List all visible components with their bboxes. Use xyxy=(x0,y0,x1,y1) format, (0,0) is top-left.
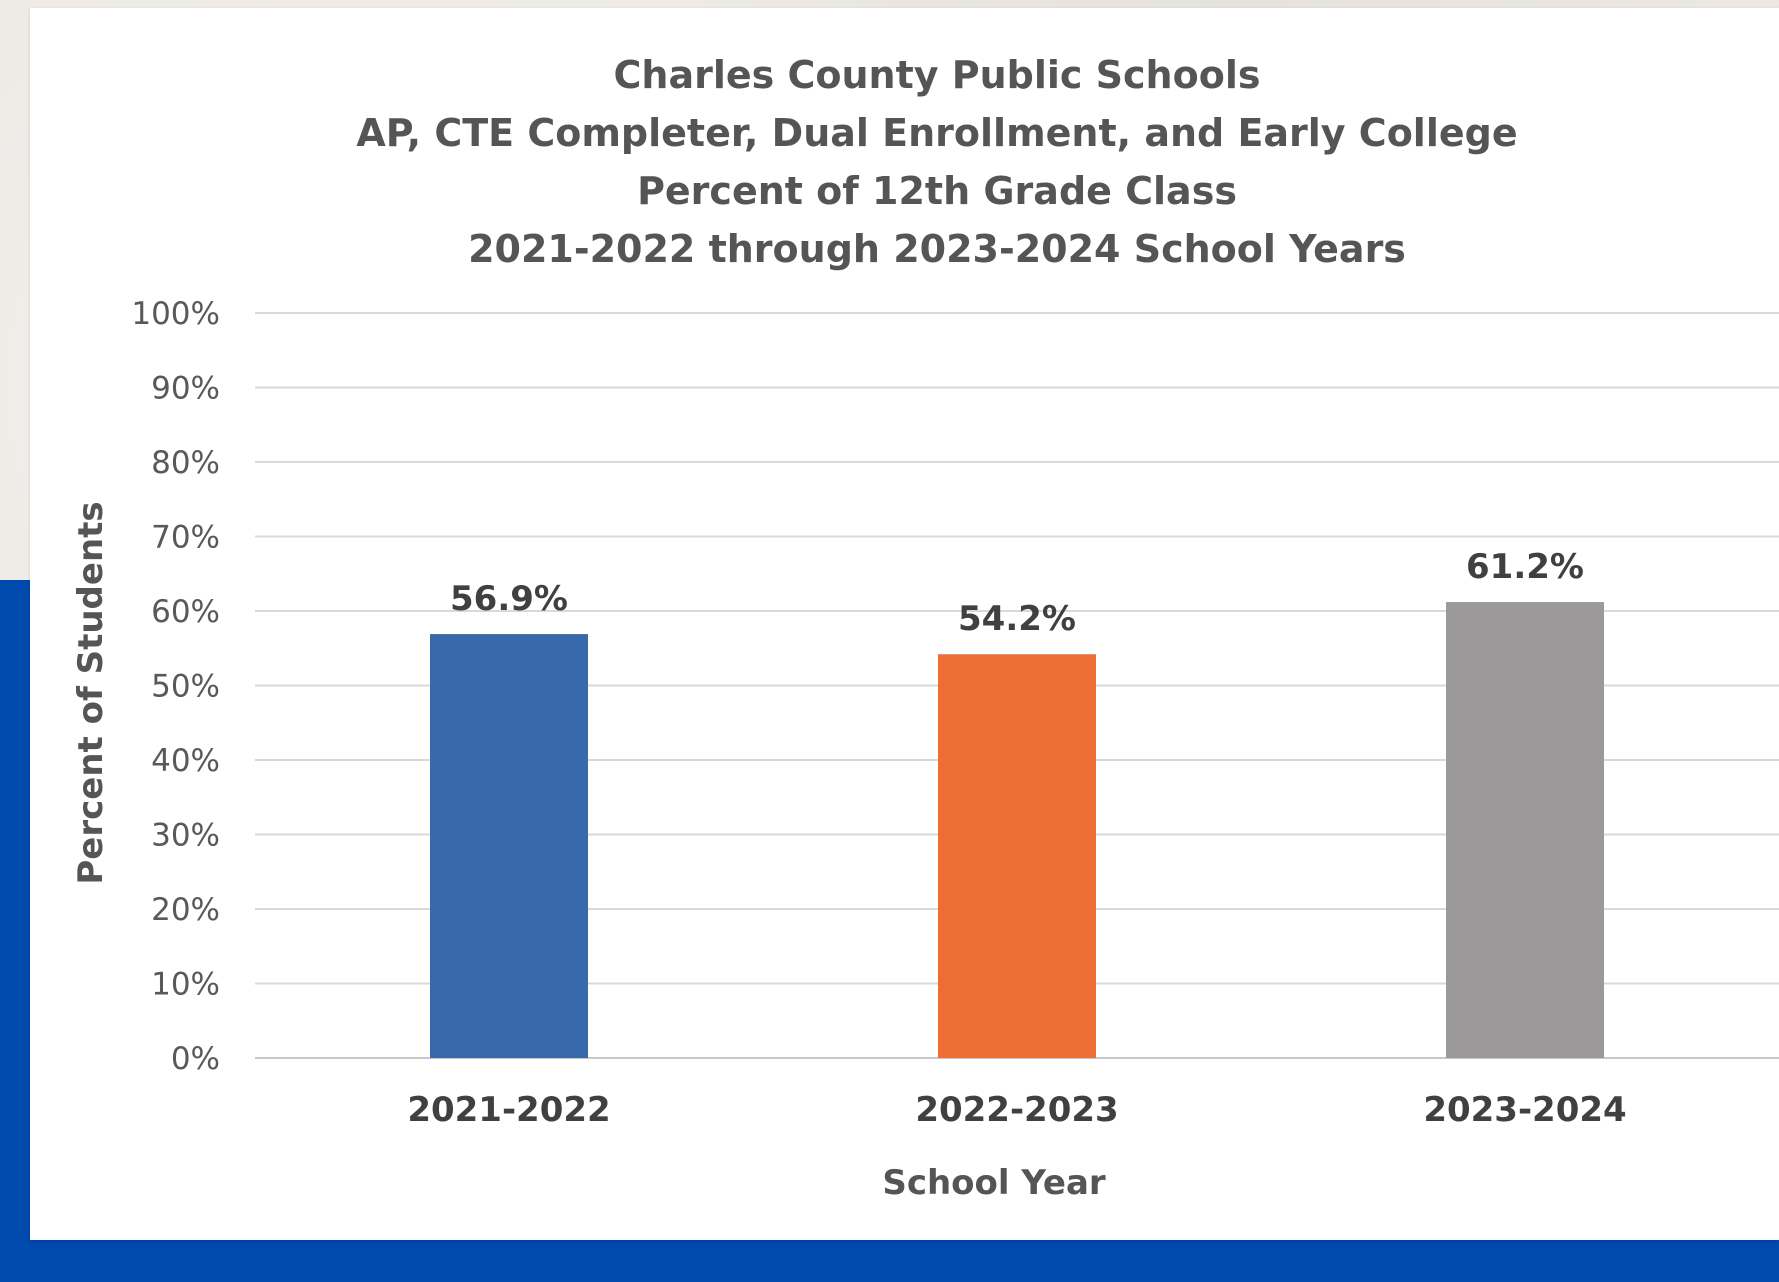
y-axis-tick-labels: 0% 10% 20% 30% 40% 50% 60% 70% 80% 90% 100% xyxy=(131,296,220,1077)
x-tick-label-2022-2023: 2022-2023 xyxy=(915,1090,1118,1130)
y-tick-label: 80% xyxy=(151,445,220,481)
y-tick-label: 100% xyxy=(131,296,220,332)
data-label-2023-2024: 61.2% xyxy=(1466,547,1584,587)
bars xyxy=(430,602,1604,1058)
chart-card: Charles County Public Schools AP, CTE Co… xyxy=(30,8,1779,1240)
data-label-2021-2022: 56.9% xyxy=(450,579,568,619)
x-tick-label-2021-2022: 2021-2022 xyxy=(407,1090,610,1130)
y-axis-title: Percent of Students xyxy=(71,501,111,884)
y-tick-label: 30% xyxy=(151,818,220,854)
chart-title-line-1: Charles County Public Schools xyxy=(614,53,1261,97)
chart-title-line-3: Percent of 12th Grade Class xyxy=(637,169,1237,213)
x-tick-label-2023-2024: 2023-2024 xyxy=(1423,1090,1626,1130)
data-labels: 56.9% 54.2% 61.2% xyxy=(450,547,1584,639)
bar-2022-2023 xyxy=(938,654,1096,1058)
y-tick-label: 50% xyxy=(151,669,220,705)
chart-title-line-2: AP, CTE Completer, Dual Enrollment, and … xyxy=(356,111,1517,155)
y-tick-label: 10% xyxy=(151,967,220,1003)
chart-title-line-4: 2021-2022 through 2023-2024 School Years xyxy=(468,227,1406,271)
y-tick-label: 70% xyxy=(151,520,220,556)
x-axis-title: School Year xyxy=(882,1163,1106,1203)
data-label-2022-2023: 54.2% xyxy=(958,599,1076,639)
x-axis-tick-labels: 2021-2022 2022-2023 2023-2024 xyxy=(407,1090,1626,1130)
bar-chart: Charles County Public Schools AP, CTE Co… xyxy=(71,53,1779,1203)
y-tick-label: 60% xyxy=(151,594,220,630)
chart-title: Charles County Public Schools AP, CTE Co… xyxy=(356,53,1517,271)
y-tick-label: 90% xyxy=(151,371,220,407)
bar-2023-2024 xyxy=(1446,602,1604,1058)
y-tick-label: 20% xyxy=(151,892,220,928)
y-tick-label: 0% xyxy=(171,1041,220,1077)
y-tick-label: 40% xyxy=(151,743,220,779)
bar-2021-2022 xyxy=(430,634,588,1058)
